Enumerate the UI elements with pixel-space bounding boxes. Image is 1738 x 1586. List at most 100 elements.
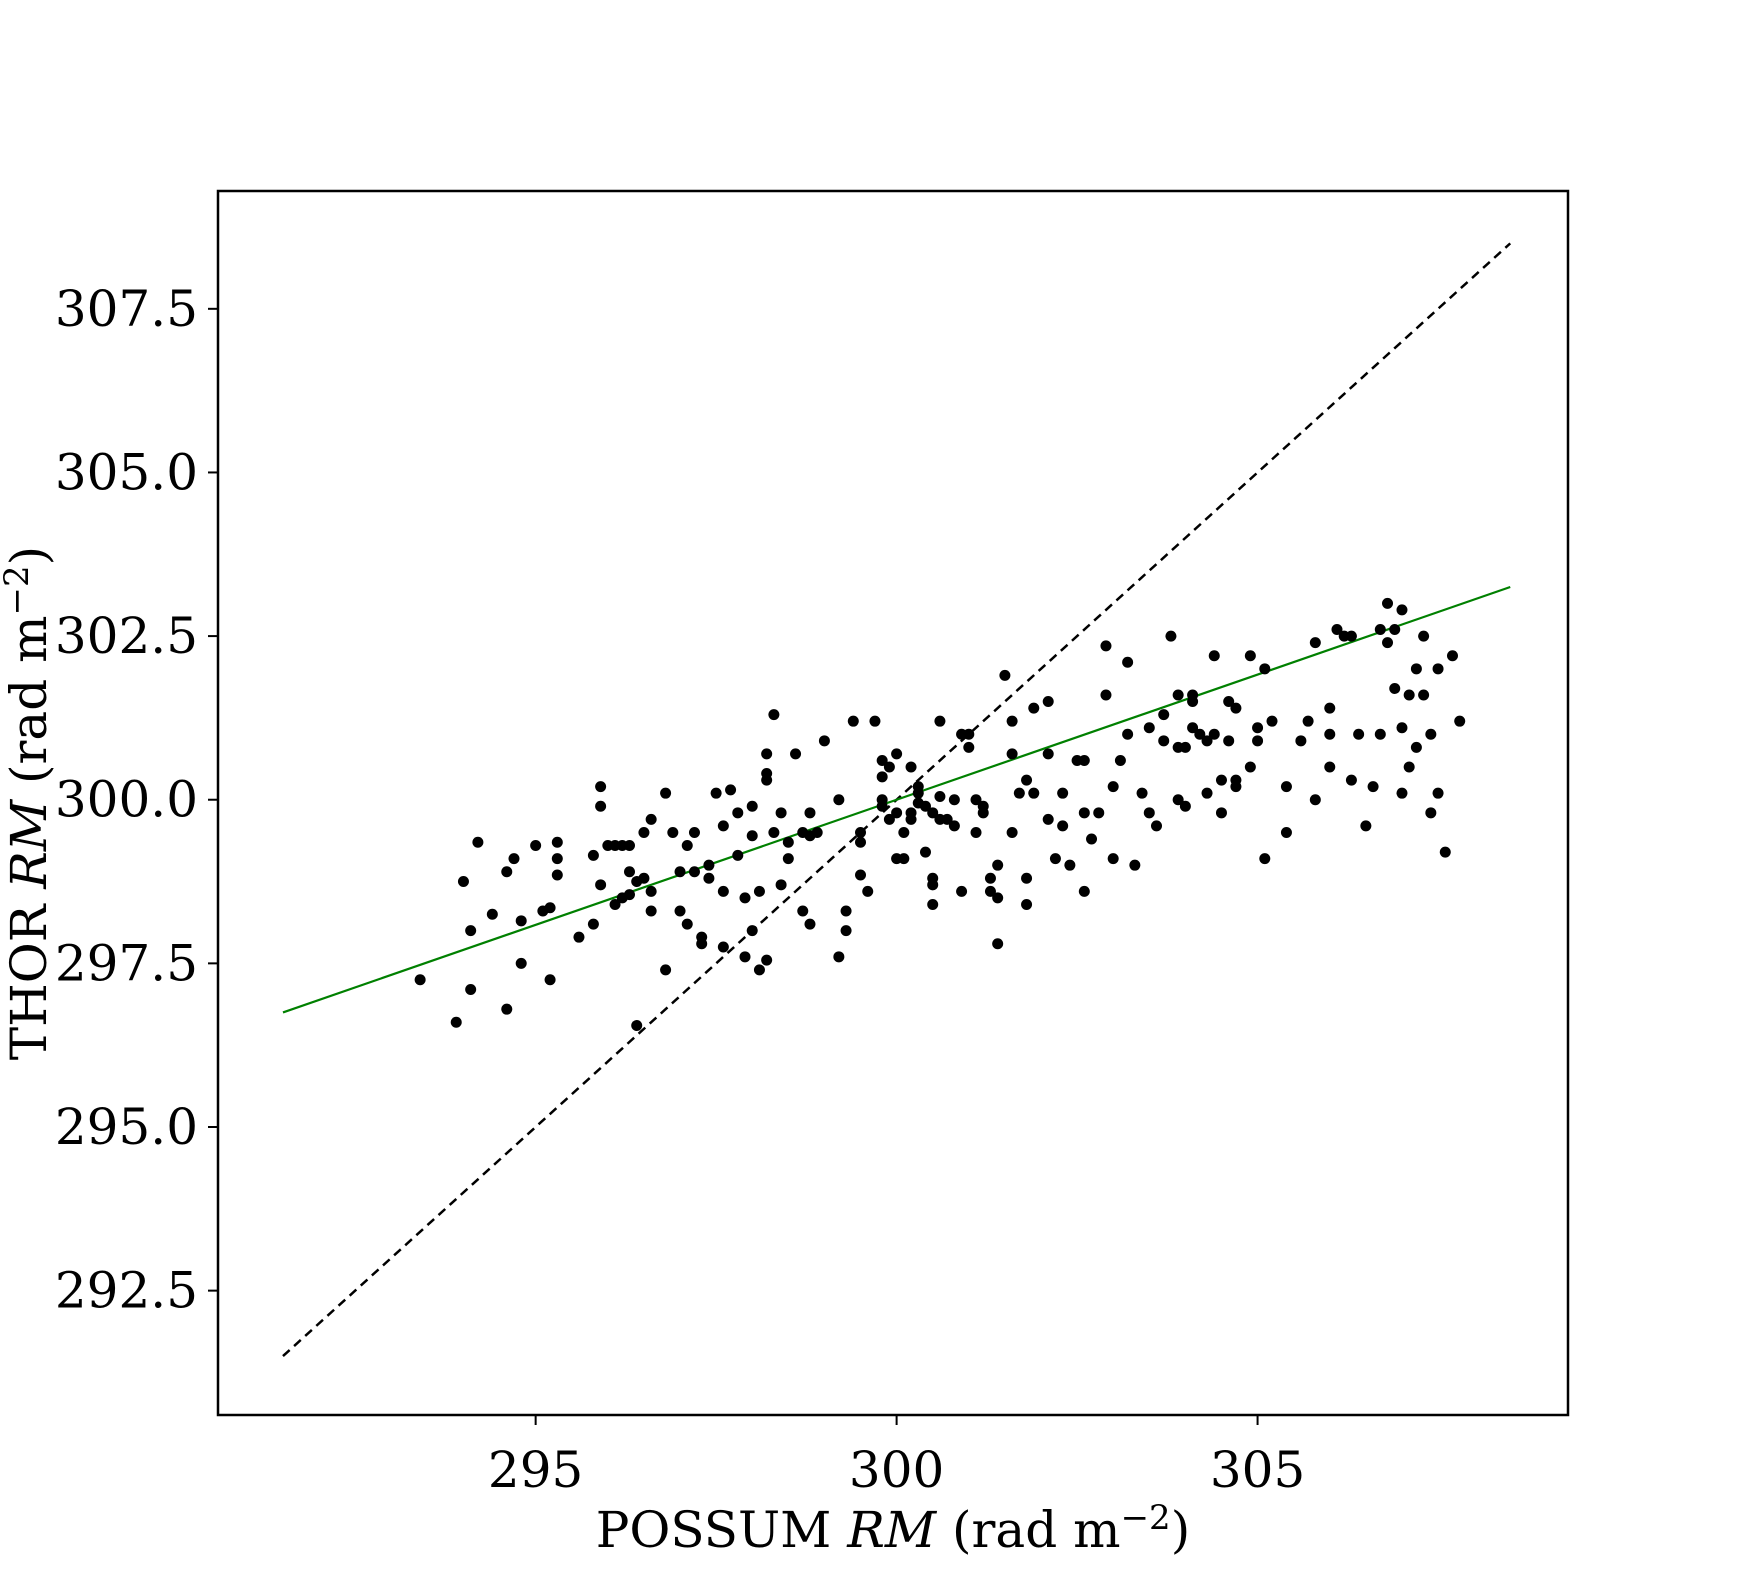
data-point (782, 853, 794, 865)
y-axis-label-prefix: THOR (0, 889, 58, 1060)
y-axis-label-italic: RM (0, 798, 58, 890)
data-point (876, 754, 888, 766)
data-point (501, 866, 513, 878)
data-point (595, 879, 607, 891)
x-tick-label: 295 (488, 1441, 583, 1499)
data-point (1165, 630, 1177, 642)
data-point (941, 813, 953, 825)
data-point (457, 876, 469, 888)
data-point (1143, 722, 1155, 734)
data-point (1309, 637, 1321, 649)
data-point (1158, 735, 1170, 747)
data-point (609, 898, 621, 910)
data-point (1107, 781, 1119, 793)
data-point (905, 807, 917, 819)
data-point (833, 794, 845, 806)
data-point (1064, 859, 1076, 871)
data-point (1021, 774, 1033, 786)
x-tick-label: 305 (1210, 1441, 1305, 1499)
data-point (1259, 663, 1271, 675)
data-point (761, 748, 773, 760)
data-point (891, 748, 903, 760)
data-point (883, 761, 895, 773)
data-point (1042, 748, 1054, 760)
data-point (1187, 722, 1199, 734)
data-point (970, 794, 982, 806)
data-point (811, 826, 823, 838)
data-point (645, 885, 657, 897)
data-point (1006, 826, 1018, 838)
data-point (797, 905, 809, 917)
data-point (1382, 637, 1394, 649)
data-point (1201, 735, 1213, 747)
data-point (465, 984, 477, 996)
data-point (688, 826, 700, 838)
data-point (544, 902, 556, 914)
data-point (855, 826, 867, 838)
data-point (587, 849, 599, 861)
data-point (1418, 630, 1430, 642)
data-point (992, 859, 1004, 871)
data-point (1367, 781, 1379, 793)
data-point (1042, 696, 1054, 708)
data-point (840, 925, 852, 937)
y-axis-label-close: ) (0, 546, 58, 566)
data-point (1086, 833, 1098, 845)
data-point (1194, 728, 1206, 740)
data-point (1057, 820, 1069, 832)
data-point (623, 840, 635, 852)
y-tick-label: 297.5 (55, 934, 198, 992)
data-point (681, 840, 693, 852)
data-point (1223, 696, 1235, 708)
data-point (1172, 794, 1184, 806)
data-point (1179, 800, 1191, 812)
data-point (1432, 787, 1444, 799)
data-point (595, 781, 607, 793)
data-point (1100, 689, 1112, 701)
data-point (1252, 722, 1264, 734)
data-point (631, 1020, 643, 1032)
data-point (1151, 820, 1163, 832)
data-point (1324, 728, 1336, 740)
data-point (1201, 787, 1213, 799)
x-tick-label: 300 (849, 1441, 944, 1499)
data-point (1136, 787, 1148, 799)
data-point (919, 846, 931, 858)
data-point (970, 826, 982, 838)
y-axis-label-suffix: (rad m (0, 615, 58, 799)
data-point (1410, 663, 1422, 675)
data-point (1396, 787, 1408, 799)
data-point (790, 748, 802, 760)
x-axis-label-prefix: POSSUM (596, 1501, 848, 1559)
x-axis-label: POSSUM RM (rad m−2) (596, 1498, 1190, 1559)
data-point (703, 872, 715, 884)
plot-area-frame (216, 189, 1570, 1417)
data-point (638, 826, 650, 838)
data-point (977, 807, 989, 819)
y-tick-label: 302.5 (55, 607, 198, 665)
data-point (551, 853, 563, 865)
data-point (1280, 781, 1292, 793)
data-point (1360, 820, 1372, 832)
data-point (1179, 741, 1191, 753)
data-point (1403, 761, 1415, 773)
data-point (768, 826, 780, 838)
y-tick-label: 307.5 (55, 280, 198, 338)
data-point (623, 889, 635, 901)
data-point (1093, 807, 1105, 819)
y-axis-label: THOR RM (rad m−2) (0, 546, 58, 1060)
data-point (746, 925, 758, 937)
data-point (674, 866, 686, 878)
data-point (1259, 853, 1271, 865)
data-point (898, 826, 910, 838)
data-point (934, 715, 946, 727)
data-point (948, 794, 960, 806)
data-point (898, 853, 910, 865)
data-point (660, 964, 672, 976)
data-point (934, 790, 946, 802)
data-point (855, 836, 867, 848)
data-point (855, 869, 867, 881)
data-point (1078, 754, 1090, 766)
data-point (1345, 774, 1357, 786)
data-point (1172, 689, 1184, 701)
